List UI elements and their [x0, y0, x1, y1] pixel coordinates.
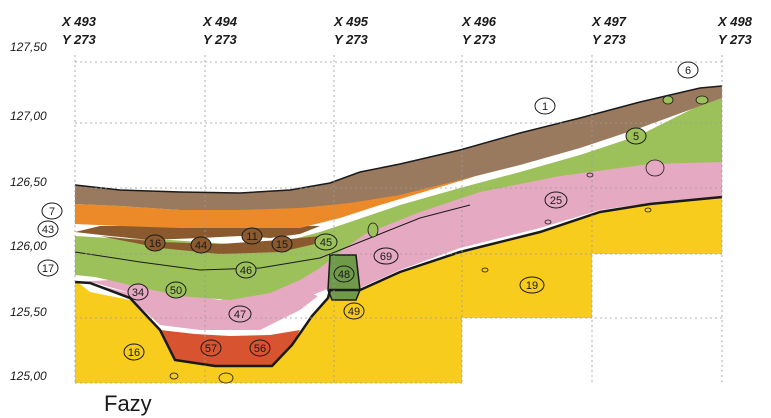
layer-57-pit-bottom [160, 330, 300, 365]
elevation-scale: 127,50 127,00 126,50 126,00 125,50 125,0… [10, 40, 47, 383]
grid-y-497: Y 273 [592, 32, 627, 47]
layer-label: 7 [49, 206, 55, 218]
layer-label-ring [41, 202, 63, 220]
layer-label-ring [271, 235, 293, 253]
grid-x-493: X 493 [61, 14, 97, 29]
inclusions [169, 95, 709, 384]
grid-y-498: Y 273 [718, 32, 753, 47]
layer-label: 44 [195, 240, 207, 252]
elevation-label: 126,00 [10, 239, 47, 253]
layer-label-ring [373, 247, 399, 265]
layer-label-ring [249, 339, 271, 357]
layer-7-orange [75, 166, 500, 228]
layer-label-ring [241, 227, 263, 245]
layer-label-ring [200, 339, 222, 357]
layer-label: 25 [550, 195, 562, 207]
layer-label-ring [519, 276, 545, 294]
layer-label-ring [123, 343, 145, 361]
layer-label: 45 [320, 237, 332, 249]
surface-line [74, 85, 723, 194]
layer-label: 16 [149, 238, 161, 250]
layer-label: 49 [348, 306, 360, 318]
layer-label: 15 [276, 239, 288, 251]
layer-label: 69 [380, 251, 392, 263]
layer-label: 43 [42, 224, 54, 236]
layer-label: 56 [254, 343, 266, 355]
grid-x-494: X 494 [202, 14, 238, 29]
layer-label: 57 [205, 343, 217, 355]
layer-label-text: 1 5 6 7 11 15 16 16 17 19 25 34 43 44 45… [42, 65, 691, 359]
grid-y-494: Y 273 [203, 32, 238, 47]
layer-label-ring [625, 127, 647, 145]
layer-label: 34 [132, 287, 144, 299]
layer-label: 50 [170, 285, 182, 297]
layer-label-ring [314, 233, 338, 251]
layer-label-ring [228, 305, 252, 323]
layer-label-ring [190, 236, 212, 254]
layer-label: 19 [526, 280, 538, 292]
layer-label-ring [677, 61, 699, 79]
grid-x-495: X 495 [333, 14, 369, 29]
layer-label: 16 [128, 347, 140, 359]
layer-label-ring [534, 97, 556, 115]
phase-caption: Fazy [104, 391, 152, 416]
elevation-label: 125,00 [10, 369, 47, 383]
layer-label: 11 [246, 231, 257, 243]
grid-y-493: Y 273 [62, 32, 97, 47]
layer-19-subsoil [75, 197, 722, 383]
coordinate-header: X 493 Y 273 X 494 Y 273 X 495 Y 273 X 49… [61, 14, 753, 47]
layer-label: 46 [240, 265, 252, 277]
layer-label-ring [235, 261, 257, 279]
grid-x-498: X 498 [717, 14, 753, 29]
layer-labels [37, 61, 699, 361]
elevation-label: 126,50 [10, 175, 47, 189]
layer-label-ring [37, 220, 59, 238]
pit-outline [74, 195, 723, 368]
layer-label: 6 [685, 65, 691, 77]
layer-label: 47 [234, 309, 246, 321]
layer-label-ring [544, 191, 568, 209]
layer-label: 48 [338, 269, 350, 281]
layer-label-ring [144, 234, 166, 252]
layer-label: 17 [42, 263, 54, 275]
layer-label: 5 [633, 131, 639, 143]
layer-label-ring [127, 283, 149, 301]
grid-x-497: X 497 [591, 14, 627, 29]
grid-y-495: Y 273 [334, 32, 369, 47]
grid-x-496: X 496 [461, 14, 497, 29]
layer-label-ring [165, 281, 187, 299]
elevation-label: 125,50 [10, 305, 47, 319]
layer-label-ring [343, 302, 365, 320]
elevation-label: 127,50 [10, 40, 47, 54]
elevation-label: 127,00 [10, 109, 47, 123]
layer-label: 1 [542, 101, 548, 113]
layer-label-ring [333, 265, 355, 283]
interface-line [74, 204, 471, 271]
layer-label-ring [37, 259, 59, 277]
grid-y-496: Y 273 [462, 32, 497, 47]
